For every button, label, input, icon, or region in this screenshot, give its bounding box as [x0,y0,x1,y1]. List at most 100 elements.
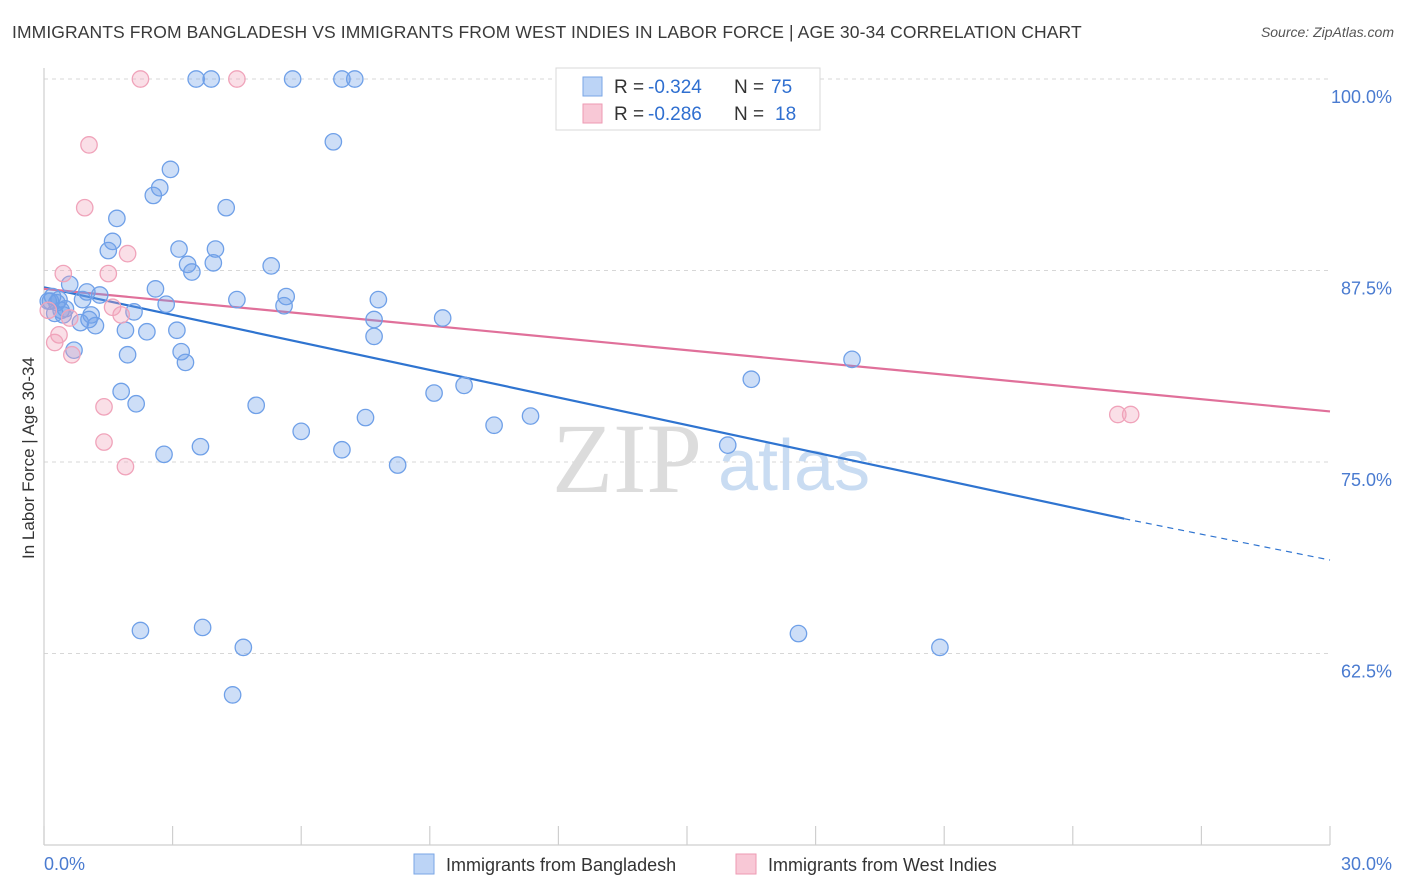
data-point-s0-24 [131,621,150,640]
stats-n-label-1: N = [734,77,764,98]
data-point-s0-46 [228,290,246,309]
stats-r-label-2: R = [614,104,644,125]
data-point-s0-34 [172,342,191,361]
data-point-s0-48 [247,396,266,415]
data-point-s1-4 [60,309,79,327]
data-point-s0-40 [193,618,212,637]
data-point-s1-2 [50,325,68,344]
stats-r-value-2: -0.286 [648,104,702,125]
data-point-s1-0 [39,301,58,320]
data-point-s0-54 [324,132,343,151]
stats-legend-swatch-westindies [582,103,603,124]
legend-label-bangladesh: Immigrants from Bangladesh [446,855,676,875]
data-point-s0-58 [356,408,375,427]
watermark: ZIP atlas [552,403,870,514]
data-point-s0-21 [118,345,137,364]
data-point-s0-19 [112,382,131,401]
data-point-s0-51 [277,287,296,306]
y-axis-label: In Labor Force | Age 30-34 [19,357,38,559]
data-points [39,70,1140,704]
data-point-s0-39 [191,437,210,456]
data-point-s0-43 [206,240,225,258]
data-point-s0-70 [789,624,808,643]
stats-r-label-1: R = [614,77,644,98]
data-point-s1-18 [1121,405,1140,424]
data-point-s0-64 [433,309,452,327]
data-point-s1-9 [95,397,113,416]
data-point-s0-55 [333,70,351,88]
data-point-s1-15 [131,70,150,88]
data-point-s0-15 [90,286,109,304]
data-point-s0-17 [103,232,122,251]
data-point-s0-69 [742,370,761,389]
data-point-s0-63 [425,384,443,402]
data-point-s0-13 [82,306,101,324]
series-legend: Immigrants from Bangladesh Immigrants fr… [413,853,997,875]
chart-source: Source: ZipAtlas.com [1260,24,1394,40]
data-point-s0-25 [138,322,156,341]
data-point-s0-42 [204,253,223,272]
data-point-s0-57 [345,70,364,88]
stats-legend: R = -0.324 N = 75 R = -0.286 N = 18 [555,67,821,131]
data-point-s1-13 [116,457,135,476]
data-point-s0-67 [521,407,540,425]
data-point-s0-38 [187,70,206,88]
trend-lines [43,286,1331,561]
data-point-s0-72 [931,638,949,657]
legend-label-westindies: Immigrants from West Indies [768,855,997,875]
data-point-s0-37 [183,263,201,281]
data-point-s0-16 [99,241,118,260]
watermark-zip: ZIP [552,403,702,514]
y-tick-label-0: 62.5% [1341,662,1392,682]
data-point-s0-45 [223,686,242,704]
trend-line-extension-0 [1124,518,1331,561]
trend-line-0 [43,286,1125,520]
data-point-s1-3 [54,264,73,283]
data-point-s1-17 [1108,405,1127,424]
tick-labels: 62.5% 75.0% 87.5% 100.0% 0.0% 30.0% [44,87,1392,874]
data-point-s0-30 [157,295,176,314]
data-point-s0-66 [485,416,503,435]
data-point-s0-59 [365,310,383,329]
data-point-s0-32 [168,321,186,340]
data-point-s0-33 [170,240,188,258]
data-point-s0-62 [388,456,407,474]
data-point-s1-16 [228,70,246,88]
data-point-s1-14 [118,244,137,263]
data-point-s0-60 [365,327,383,346]
legend-swatch-westindies [735,853,757,875]
data-point-s0-68 [718,436,737,454]
gridlines [44,78,1330,654]
legend-swatch-bangladesh [413,853,435,875]
x-tick-label-1: 30.0% [1341,854,1392,874]
x-tick-label-0: 0.0% [44,854,85,874]
y-tick-label-2: 87.5% [1341,279,1392,299]
stats-n-value-2: 18 [775,104,796,125]
data-point-s0-18 [108,209,126,228]
data-point-s1-8 [95,433,113,451]
trend-line-1 [43,287,1331,413]
y-tick-label-1: 75.0% [1341,470,1392,490]
data-point-s0-20 [116,321,135,340]
data-point-s0-28 [150,178,169,197]
data-point-s0-7 [60,275,79,294]
data-point-s1-10 [99,264,118,283]
data-point-s0-29 [155,445,173,464]
axes [43,68,1331,846]
data-point-s0-52 [283,70,302,88]
data-point-s0-44 [217,198,236,217]
data-point-s1-12 [112,306,131,324]
data-point-s0-47 [234,638,253,657]
data-point-s0-23 [127,394,146,413]
data-point-s0-71 [843,350,861,369]
data-point-s0-14 [86,316,105,335]
data-point-s0-41 [202,70,221,88]
y-tick-label-3: 100.0% [1331,87,1392,107]
stats-legend-swatch-bangladesh [582,76,603,97]
data-point-s1-5 [63,345,81,364]
chart-title: IMMIGRANTS FROM BANGLADESH VS IMMIGRANTS… [12,22,1082,42]
data-point-s0-53 [292,422,311,441]
data-point-s0-61 [369,290,388,309]
data-point-s0-49 [262,257,281,275]
